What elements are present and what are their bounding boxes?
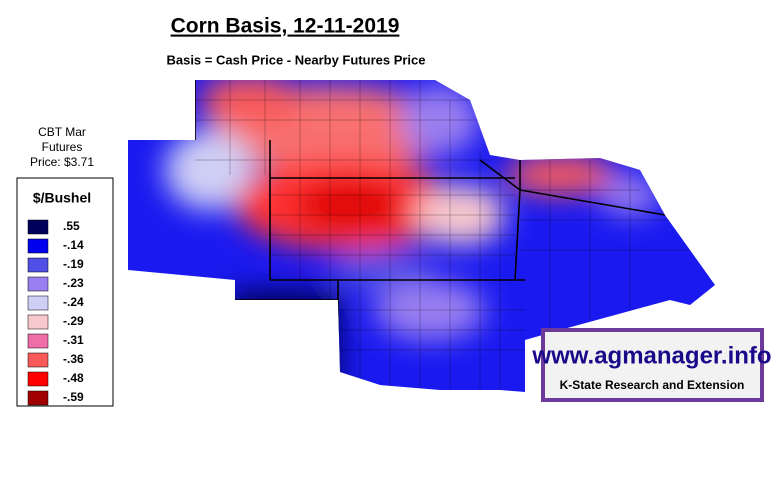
legend-swatch	[27, 333, 49, 349]
legend-label: .55	[63, 219, 80, 233]
futures-note-line: Price: $3.71	[30, 155, 94, 169]
county-lines	[195, 80, 700, 390]
legend-swatch	[27, 276, 49, 292]
futures-note-line: Futures	[42, 140, 83, 154]
legend: $/Bushel .55 -.14 -.19 -.23 -.24 -.29 -.31 -.36…	[16, 177, 114, 407]
legend-label: -.14	[63, 238, 84, 252]
legend-label: -.59	[63, 390, 84, 404]
legend-label: -.31	[63, 333, 84, 347]
logo-url: www.agmanager.info	[531, 342, 771, 369]
legend-swatch	[27, 371, 49, 387]
logo-box	[541, 328, 764, 402]
futures-note-line: CBT Mar	[38, 125, 86, 139]
legend-label: -.24	[63, 295, 84, 309]
state-borders	[194, 80, 666, 372]
subtitle: Basis = Cash Price - Nearby Futures Pric…	[166, 52, 425, 67]
legend-label: -.36	[63, 352, 84, 366]
legend-swatch	[27, 390, 49, 406]
legend-swatch	[27, 219, 49, 235]
title: Corn Basis, 12-11-2019	[171, 15, 400, 38]
legend-swatch	[27, 257, 49, 273]
legend-label: -.29	[63, 314, 84, 328]
legend-swatch	[27, 238, 49, 254]
legend-swatch	[27, 295, 49, 311]
legend-label: -.23	[63, 276, 84, 290]
logo-org: K-State Research and Extension	[560, 378, 745, 392]
legend-swatch	[27, 352, 49, 368]
legend-swatch	[27, 314, 49, 330]
legend-title: $/Bushel	[33, 190, 91, 206]
logo: www.agmanager.info K-State Research and …	[531, 328, 772, 402]
legend-label: -.19	[63, 257, 84, 271]
legend-label: -.48	[63, 371, 84, 385]
legend-box	[16, 177, 114, 407]
